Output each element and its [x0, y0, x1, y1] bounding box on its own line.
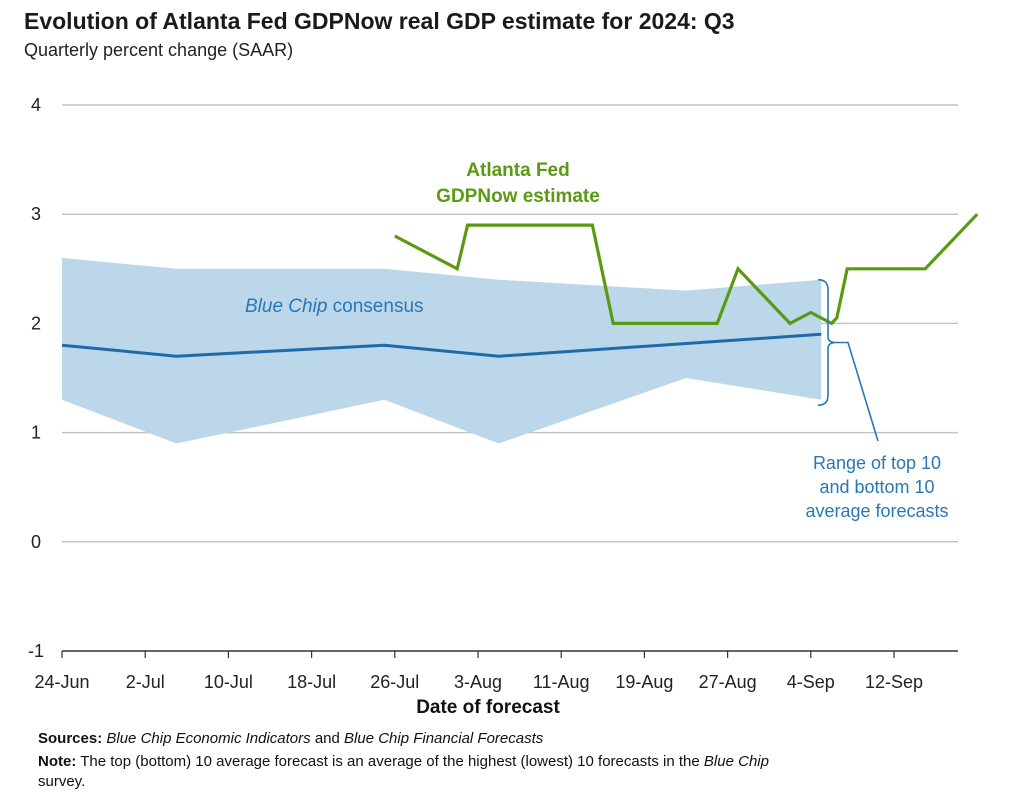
range-label: average forecasts [805, 501, 948, 521]
note-text-end: survey. [38, 773, 86, 790]
x-tick-label: 3-Aug [454, 672, 502, 692]
chart-title: Evolution of Atlanta Fed GDPNow real GDP… [24, 8, 735, 34]
y-tick-label: 0 [31, 532, 41, 552]
annotations: Atlanta Fed GDPNow estimate Blue Chip cons… [245, 160, 949, 521]
gdpnow-label: Atlanta Fed [466, 160, 569, 181]
note-italic: Blue Chip [703, 753, 769, 770]
chart-subtitle: Quarterly percent change (SAAR) [24, 40, 294, 60]
x-tick-label: 4-Sep [787, 672, 835, 692]
y-tick-label: 2 [31, 313, 41, 333]
x-tick-label: 26-Jul [370, 672, 419, 692]
x-tick-label: 18-Jul [287, 672, 336, 692]
x-tick-label: 19-Aug [615, 672, 673, 692]
x-axis-label: Date of forecast [416, 697, 560, 718]
x-tick-label: 24-Jun [34, 672, 89, 692]
x-axis-ticks: 24-Jun 2-Jul 10-Jul 18-Jul 26-Jul 3-Aug 11-Aug… [34, 651, 923, 692]
blue-chip-consensus-line [61, 332, 822, 358]
sources-and: and [314, 730, 340, 747]
range-leader-line [836, 341, 879, 442]
gdpnow-chart: 4 3 2 1 0 -1 24-Jun 2-Jul 10-Jul 18-Jul 26-Jul 3-A… [28, 95, 979, 718]
x-tick-label: 10-Jul [204, 672, 253, 692]
sources-source-2: Blue Chip Financial Forecasts [344, 730, 544, 747]
blue-chip-label: Blue Chip consensus [245, 296, 424, 317]
x-tick-label: 2-Jul [126, 672, 165, 692]
note-label: Note: [38, 753, 77, 770]
x-tick-label: 12-Sep [865, 672, 923, 692]
range-label: Range of top 10 [813, 453, 941, 473]
sources-note: Sources: Blue Chip Economic Indicators a… [38, 730, 543, 747]
y-tick-label: 3 [31, 204, 41, 224]
gdpnow-estimate-line [394, 213, 979, 326]
range-label: and bottom 10 [819, 477, 934, 497]
footnote: Note: The top (bottom) 10 average foreca… [38, 752, 918, 792]
y-tick-label: 4 [31, 95, 41, 115]
y-axis-ticks: 4 3 2 1 0 -1 [28, 95, 44, 661]
gdpnow-label: GDPNow estimate [436, 186, 600, 207]
x-tick-label: 11-Aug [533, 672, 590, 692]
x-tick-label: 27-Aug [699, 672, 757, 692]
note-text: The top (bottom) 10 average forecast is … [80, 753, 700, 770]
y-tick-label: 1 [31, 423, 41, 443]
y-tick-label: -1 [28, 641, 44, 661]
grid-lines [62, 104, 958, 652]
series-lines [61, 213, 979, 358]
sources-label: Sources: [38, 730, 103, 747]
sources-source-1: Blue Chip Economic Indicators [106, 730, 311, 747]
